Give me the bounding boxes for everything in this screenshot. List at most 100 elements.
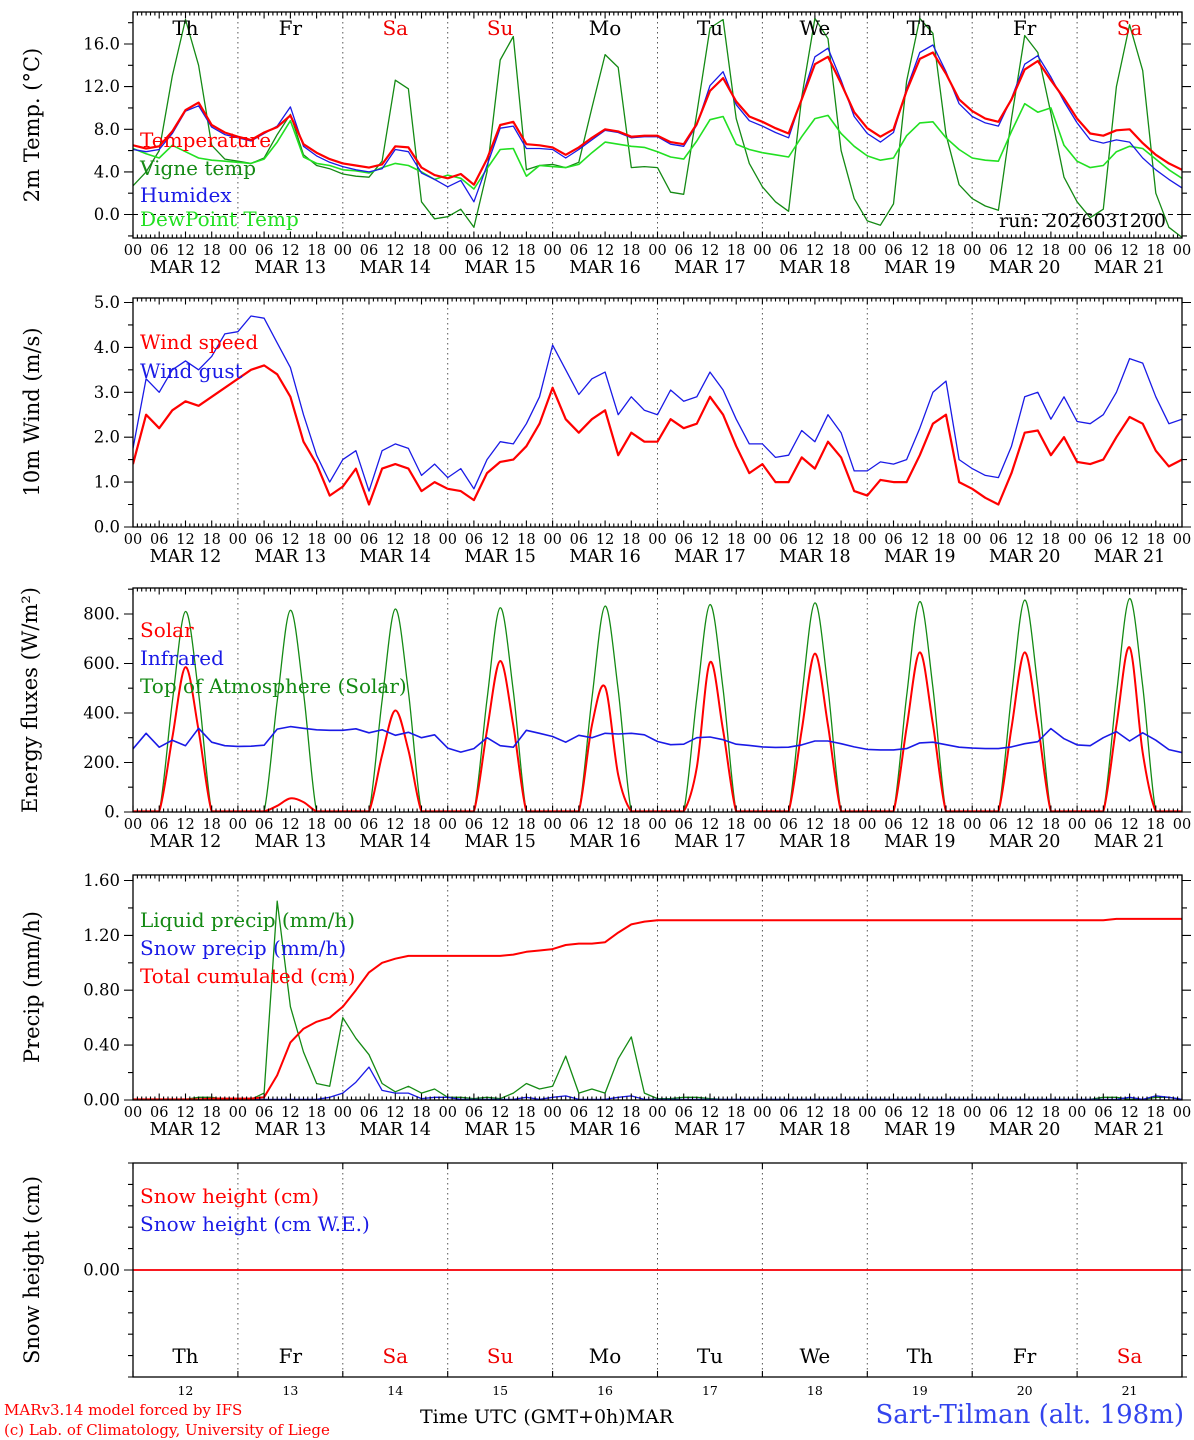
svg-text:12: 12	[806, 243, 824, 259]
svg-text:00: 00	[438, 532, 456, 548]
svg-text:MAR 17: MAR 17	[674, 832, 746, 852]
svg-text:06: 06	[465, 817, 483, 833]
svg-text:MAR 18: MAR 18	[779, 547, 851, 567]
svg-text:MAR 20: MAR 20	[989, 1120, 1061, 1140]
svg-text:18: 18	[412, 817, 430, 833]
svg-text:MAR 13: MAR 13	[255, 258, 327, 278]
svg-text:12: 12	[386, 532, 404, 548]
svg-text:18: 18	[807, 1383, 823, 1398]
svg-text:Sa: Sa	[1117, 1344, 1143, 1368]
svg-text:06: 06	[150, 532, 168, 548]
svg-text:MAR 21: MAR 21	[1094, 258, 1166, 278]
svg-text:MAR 18: MAR 18	[779, 832, 851, 852]
svg-text:00: 00	[229, 243, 247, 259]
svg-text:06: 06	[674, 817, 692, 833]
svg-text:18: 18	[202, 243, 220, 259]
svg-text:19: 19	[912, 1383, 928, 1398]
y-axis-title-energy: Energy fluxes (W/m²)	[18, 587, 42, 813]
svg-text:00: 00	[1173, 532, 1191, 548]
svg-text:12: 12	[386, 243, 404, 259]
svg-text:00: 00	[963, 817, 981, 833]
svg-text:MAR 19: MAR 19	[884, 832, 956, 852]
svg-text:18: 18	[412, 1105, 430, 1121]
svg-text:13: 13	[282, 1383, 298, 1398]
svg-text:18: 18	[1147, 1105, 1165, 1121]
svg-text:18: 18	[937, 1105, 955, 1121]
svg-text:MAR 20: MAR 20	[989, 258, 1061, 278]
svg-text:Su: Su	[487, 16, 514, 40]
svg-text:18: 18	[622, 817, 640, 833]
svg-text:06: 06	[884, 243, 902, 259]
svg-text:MAR 17: MAR 17	[674, 1120, 746, 1140]
svg-text:06: 06	[1094, 243, 1112, 259]
svg-text:MAR 15: MAR 15	[464, 547, 536, 567]
svg-text:18: 18	[1042, 532, 1060, 548]
svg-text:12: 12	[177, 1383, 193, 1398]
legend-toa-solar: Top of Atmosphere (Solar)	[140, 674, 407, 698]
svg-text:Tu: Tu	[697, 1344, 723, 1368]
svg-text:00: 00	[334, 532, 352, 548]
svg-text:18: 18	[1042, 1105, 1060, 1121]
svg-text:00: 00	[124, 243, 142, 259]
svg-text:Su: Su	[487, 1344, 514, 1368]
svg-text:MAR 14: MAR 14	[359, 1120, 431, 1140]
svg-text:06: 06	[674, 243, 692, 259]
svg-text:06: 06	[1094, 1105, 1112, 1121]
y-axis-title-snow: Snow height (cm)	[20, 1175, 44, 1365]
svg-text:Sa: Sa	[382, 1344, 408, 1368]
svg-text:00: 00	[1173, 1105, 1191, 1121]
svg-text:0.00: 0.00	[83, 1091, 120, 1110]
svg-text:12: 12	[491, 817, 509, 833]
svg-text:MAR 15: MAR 15	[464, 1120, 536, 1140]
y-axis-title-wind: 10m Wind (m/s)	[20, 327, 44, 497]
svg-text:MAR 13: MAR 13	[255, 832, 327, 852]
svg-text:18: 18	[517, 243, 535, 259]
svg-text:MAR 16: MAR 16	[569, 1120, 641, 1140]
svg-text:12: 12	[806, 1105, 824, 1121]
svg-text:00: 00	[124, 817, 142, 833]
svg-text:12: 12	[701, 532, 719, 548]
panel-snow: 0.00 Th Fr Sa Su Mo Tu We Th Fr Sa 12 13 14 15 16 17 18 19…	[83, 1162, 1191, 1398]
svg-text:18: 18	[307, 817, 325, 833]
svg-text:Fr: Fr	[279, 1344, 303, 1368]
series-temperature	[133, 51, 1182, 186]
series-wind-speed	[133, 364, 1182, 506]
panel-energy: 0. 200. 400. 600. 800. 00 06 12 18 00 06 12 18 00 06 12…	[83, 587, 1191, 852]
svg-text:0.40: 0.40	[83, 1036, 120, 1055]
svg-text:Fr: Fr	[1013, 16, 1037, 40]
svg-text:MAR 14: MAR 14	[359, 547, 431, 567]
svg-text:12: 12	[806, 532, 824, 548]
panel-temperature: 0.0 4.0 8.0 12.0 16.0 00 06 12 18 00 06 12 18 00 06 12 1…	[83, 11, 1191, 278]
series-dewpoint-temp	[133, 102, 1182, 190]
svg-text:Th: Th	[172, 16, 198, 40]
month-label: MAR	[625, 1406, 674, 1428]
svg-text:MAR 12: MAR 12	[150, 547, 222, 567]
svg-text:00: 00	[858, 1105, 876, 1121]
svg-text:600.: 600.	[83, 654, 120, 673]
svg-text:MAR 21: MAR 21	[1094, 832, 1166, 852]
panel-wind: 0.0 1.0 2.0 3.0 4.0 5.0 00 06 12 18 00 06 12 18 00 06 12…	[94, 293, 1191, 567]
svg-text:Th: Th	[172, 1344, 198, 1368]
svg-text:00: 00	[334, 243, 352, 259]
svg-text:00: 00	[1173, 243, 1191, 259]
svg-text:12: 12	[596, 817, 614, 833]
svg-text:06: 06	[255, 243, 273, 259]
svg-text:06: 06	[674, 1105, 692, 1121]
legend-wind-gust: Wind gust	[140, 359, 243, 383]
svg-text:MAR 12: MAR 12	[150, 832, 222, 852]
svg-text:06: 06	[570, 532, 588, 548]
svg-text:06: 06	[465, 243, 483, 259]
svg-text:MAR 19: MAR 19	[884, 258, 956, 278]
svg-text:18: 18	[727, 532, 745, 548]
svg-text:06: 06	[465, 1105, 483, 1121]
svg-text:1.60: 1.60	[83, 871, 120, 890]
svg-text:18: 18	[1147, 817, 1165, 833]
svg-text:12: 12	[491, 243, 509, 259]
svg-text:12: 12	[1015, 243, 1033, 259]
svg-text:18: 18	[1042, 817, 1060, 833]
svg-text:06: 06	[779, 532, 797, 548]
svg-text:12: 12	[176, 1105, 194, 1121]
svg-text:12: 12	[281, 1105, 299, 1121]
svg-text:MAR 15: MAR 15	[464, 832, 536, 852]
legend-vigne-temp: Vigne temp	[140, 156, 257, 180]
